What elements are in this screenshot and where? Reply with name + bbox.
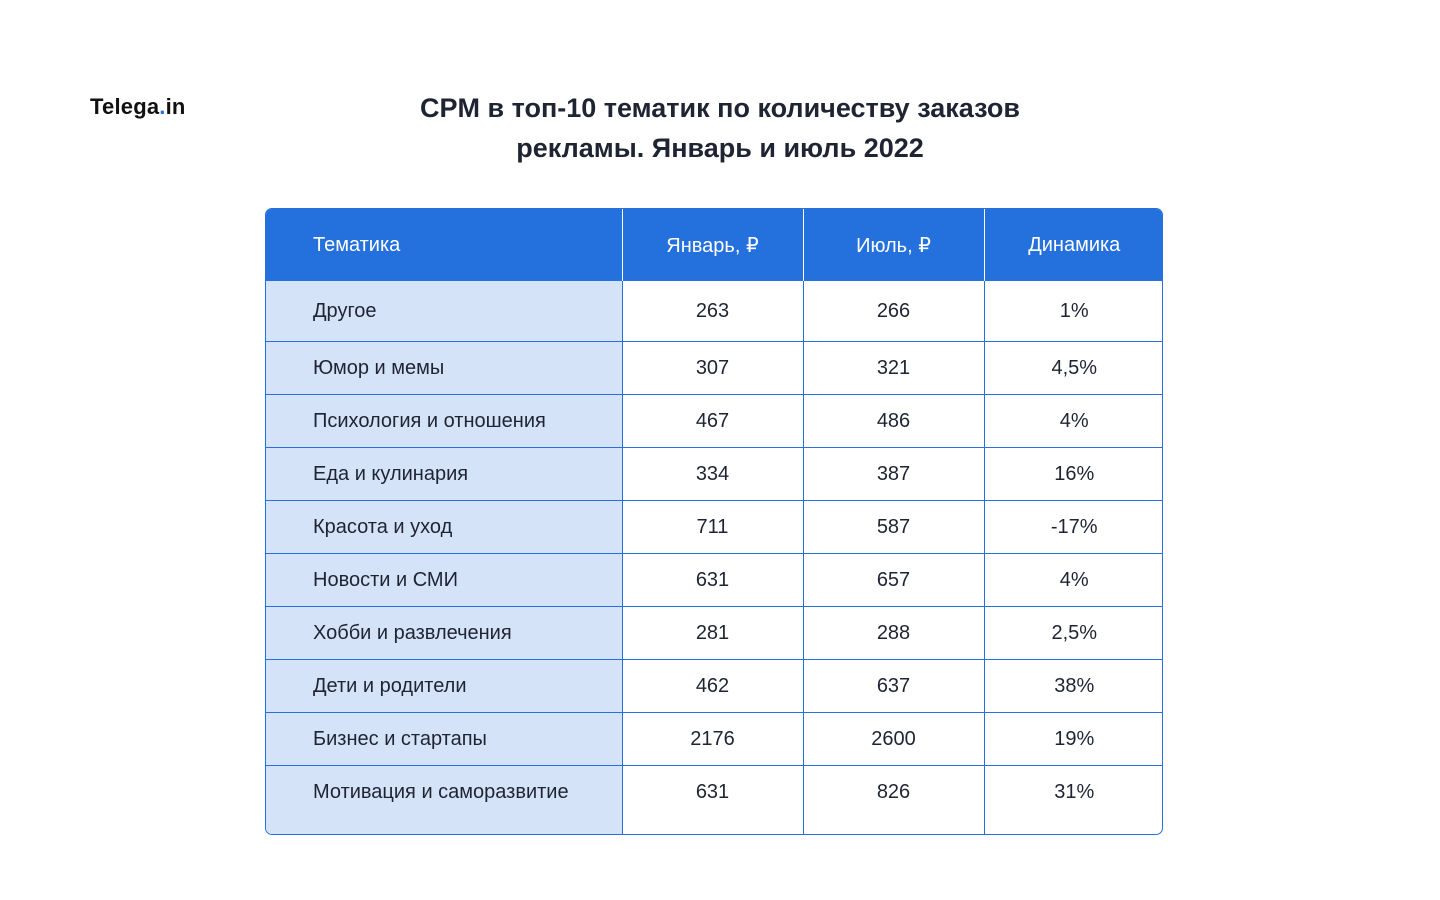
table-row: Психология и отношения 467 486 4% [266, 394, 1162, 448]
cell-january: 281 [621, 606, 803, 660]
table-row: Хобби и развлечения 281 288 2,5% [266, 606, 1162, 660]
cell-dynamics: 2,5% [983, 606, 1162, 660]
header-topic: Тематика [266, 209, 622, 281]
header-july: Июль, ₽ [802, 209, 984, 281]
title-line-1: CPM в топ-10 тематик по количеству заказ… [420, 93, 1020, 123]
logo-tld: in [165, 94, 186, 119]
filler-cell [983, 818, 1162, 834]
title-line-2: рекламы. Январь и июль 2022 [516, 133, 924, 163]
cell-dynamics: -17% [983, 500, 1162, 554]
cell-july: 637 [802, 659, 984, 713]
cell-dynamics: 4% [983, 553, 1162, 607]
table-row: Еда и кулинария 334 387 16% [266, 447, 1162, 501]
cell-topic: Бизнес и стартапы [266, 712, 622, 766]
cell-topic: Другое [266, 281, 622, 342]
cell-dynamics: 16% [983, 447, 1162, 501]
cell-dynamics: 38% [983, 659, 1162, 713]
table-row: Бизнес и стартапы 2176 2600 19% [266, 712, 1162, 766]
table-row: Юмор и мемы 307 321 4,5% [266, 341, 1162, 395]
filler-cell [802, 818, 984, 834]
cell-january: 711 [621, 500, 803, 554]
cell-july: 826 [802, 765, 984, 818]
cell-topic: Дети и родители [266, 659, 622, 713]
cell-topic: Психология и отношения [266, 394, 622, 448]
cell-july: 321 [802, 341, 984, 395]
cell-dynamics: 4% [983, 394, 1162, 448]
table-row: Новости и СМИ 631 657 4% [266, 553, 1162, 607]
cell-dynamics: 31% [983, 765, 1162, 818]
cell-dynamics: 1% [983, 281, 1162, 342]
table-filler-row [266, 818, 1162, 834]
cell-topic: Новости и СМИ [266, 553, 622, 607]
cell-july: 387 [802, 447, 984, 501]
cell-july: 288 [802, 606, 984, 660]
logo-dot: . [159, 94, 166, 119]
table-header-row: Тематика Январь, ₽ Июль, ₽ Динамика [266, 209, 1162, 281]
page-title: CPM в топ-10 тематик по количеству заказ… [0, 88, 1440, 168]
table-row: Дети и родители 462 637 38% [266, 659, 1162, 713]
cell-january: 307 [621, 341, 803, 395]
cpm-table: Тематика Январь, ₽ Июль, ₽ Динамика Друг… [265, 208, 1163, 835]
cell-topic: Еда и кулинария [266, 447, 622, 501]
filler-cell [266, 818, 622, 834]
cell-topic: Мотивация и саморазвитие [266, 765, 622, 818]
cell-july: 266 [802, 281, 984, 342]
table-row: Мотивация и саморазвитие 631 826 31% [266, 765, 1162, 818]
cell-january: 334 [621, 447, 803, 501]
cell-january: 631 [621, 765, 803, 818]
cell-july: 486 [802, 394, 984, 448]
cell-january: 467 [621, 394, 803, 448]
header-january: Январь, ₽ [621, 209, 803, 281]
table-row: Красота и уход 711 587 -17% [266, 500, 1162, 554]
cell-topic: Красота и уход [266, 500, 622, 554]
table-row: Другое 263 266 1% [266, 281, 1162, 342]
logo-name: Telega [90, 94, 160, 119]
cell-january: 462 [621, 659, 803, 713]
cell-dynamics: 19% [983, 712, 1162, 766]
cell-topic: Юмор и мемы [266, 341, 622, 395]
filler-cell [621, 818, 803, 834]
cell-dynamics: 4,5% [983, 341, 1162, 395]
logo: Telega.in [90, 94, 186, 120]
cell-january: 2176 [621, 712, 803, 766]
cell-july: 657 [802, 553, 984, 607]
cell-july: 2600 [802, 712, 984, 766]
cell-january: 631 [621, 553, 803, 607]
cell-january: 263 [621, 281, 803, 342]
cell-topic: Хобби и развлечения [266, 606, 622, 660]
header-dynamics: Динамика [983, 209, 1162, 281]
cell-july: 587 [802, 500, 984, 554]
